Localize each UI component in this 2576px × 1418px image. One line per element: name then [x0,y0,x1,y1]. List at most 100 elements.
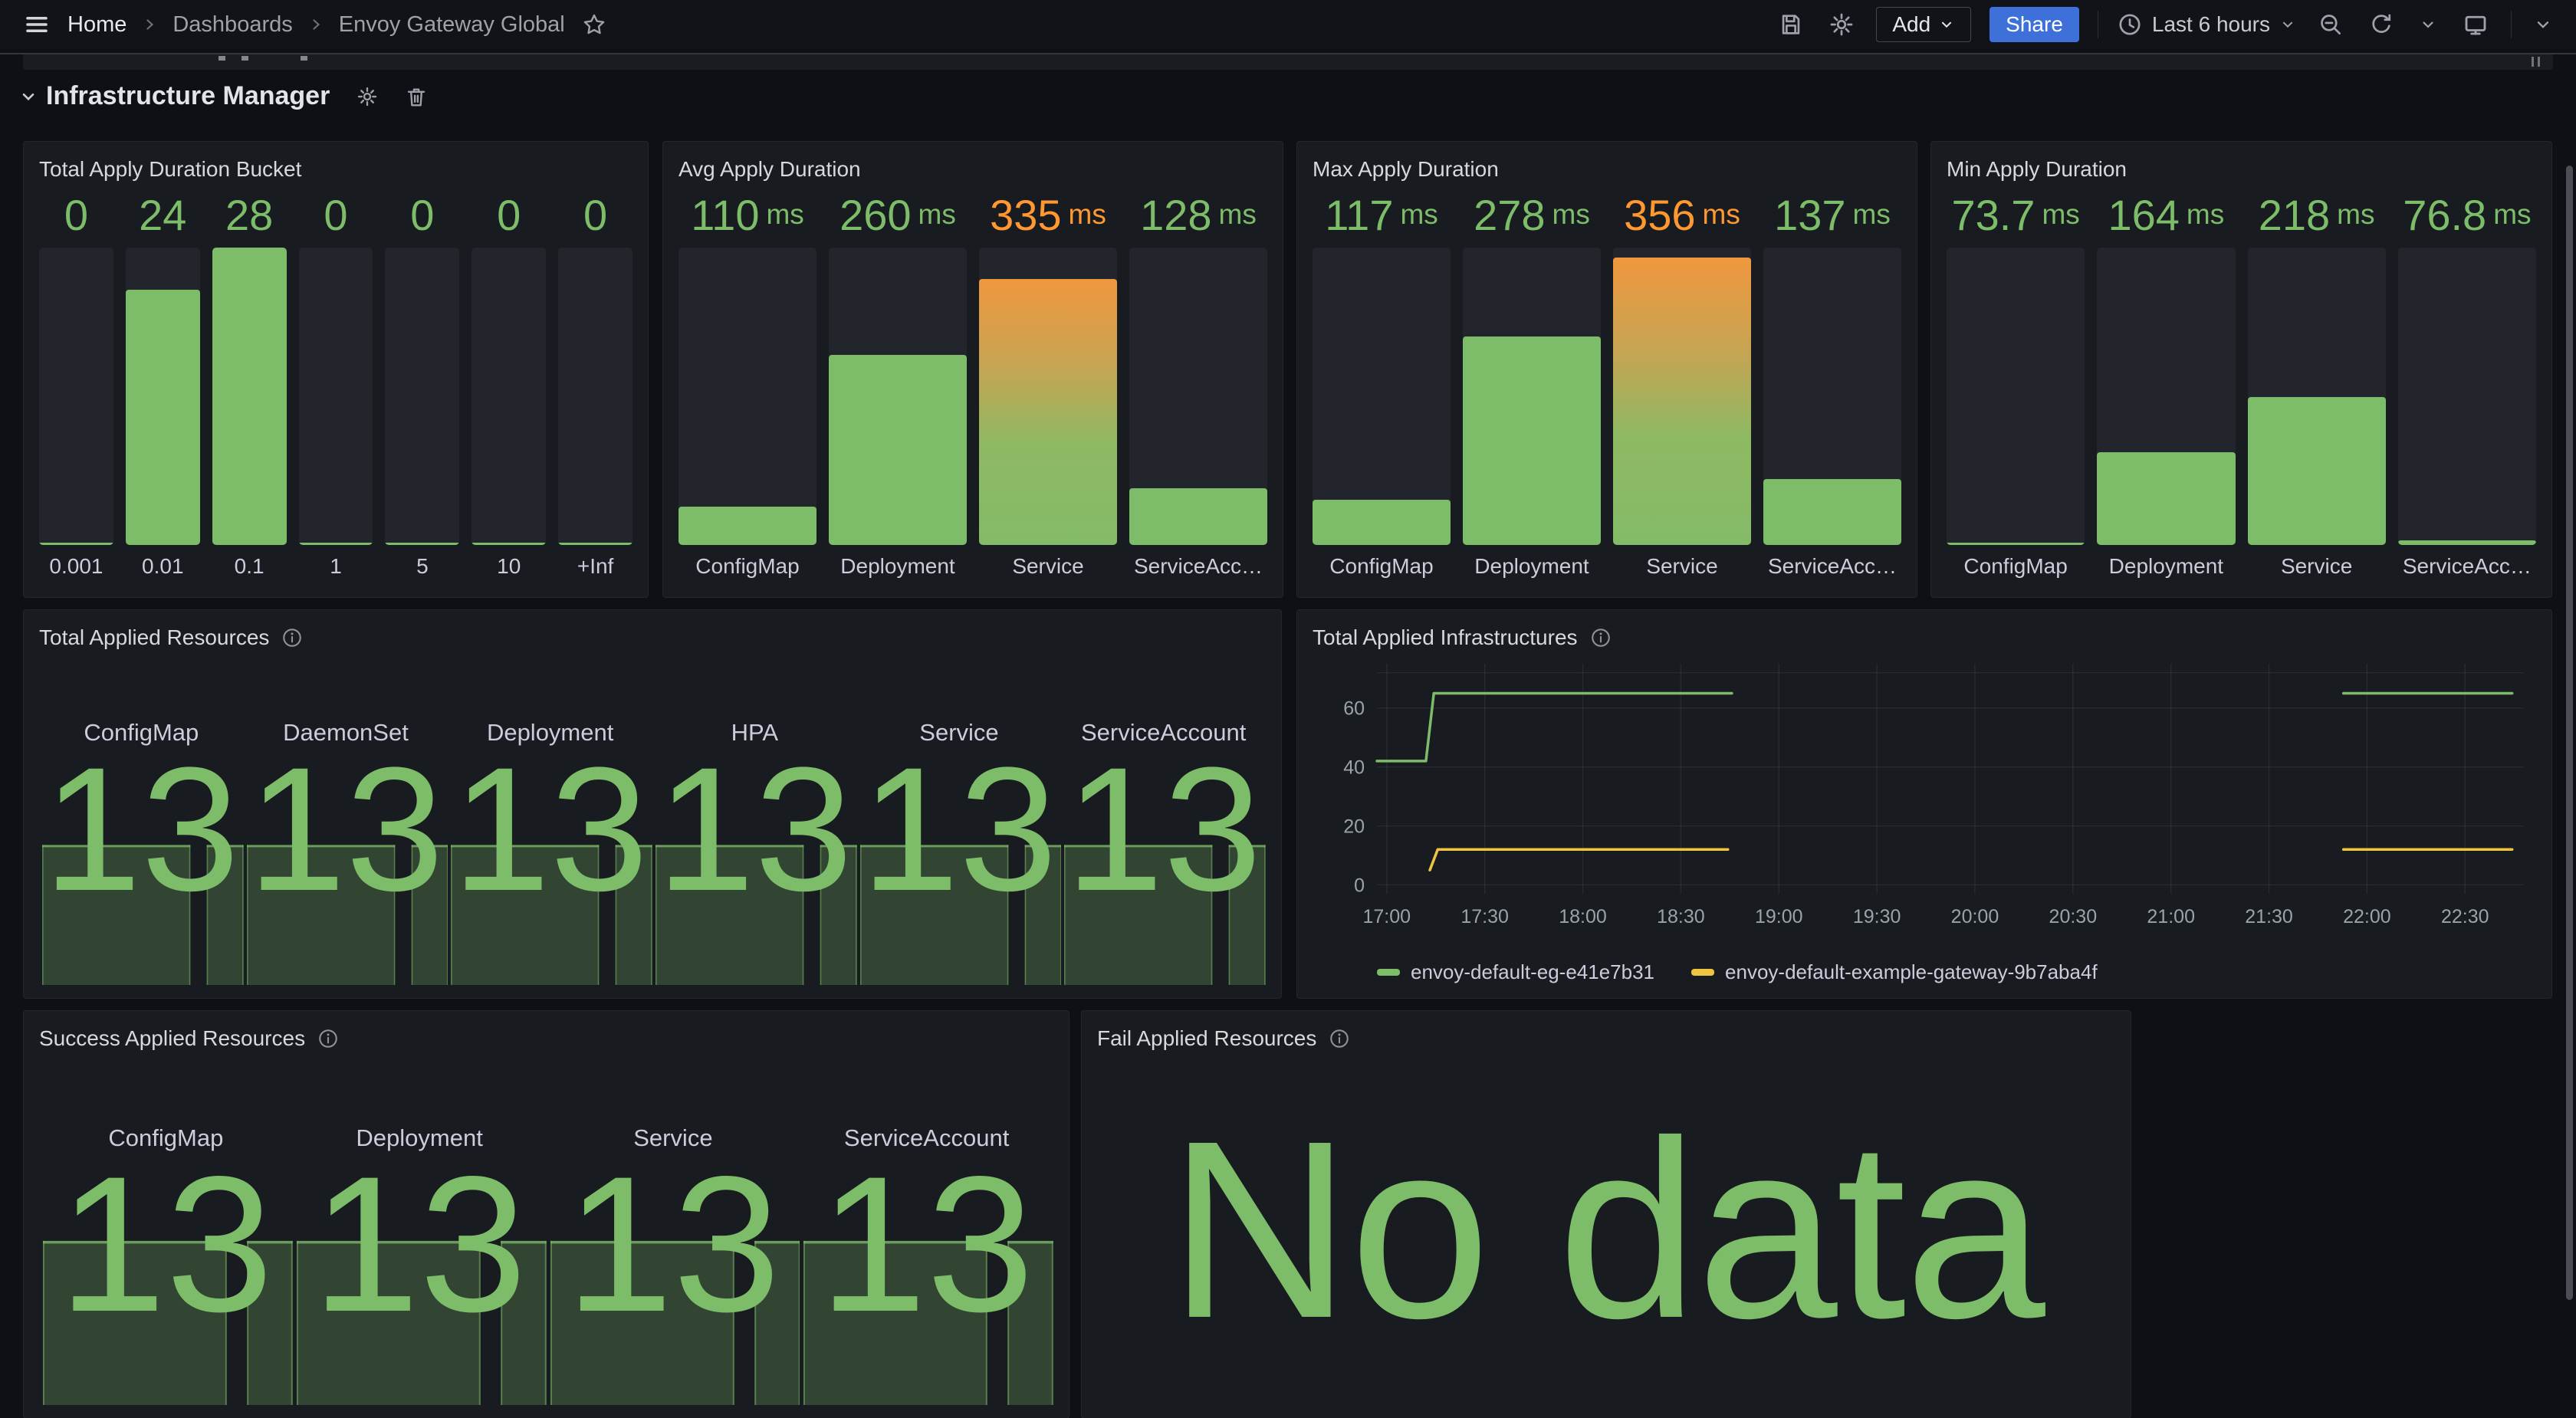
stat-cell: ServiceAccount13 [1061,653,1266,984]
stat-cell: ConfigMap13 [39,1054,293,1404]
kiosk-mode-monitor-icon[interactable] [2459,8,2492,41]
chevron-right-icon [307,15,325,34]
panel-title[interactable]: Success Applied Resources [39,1026,305,1051]
info-icon[interactable] [1329,1028,1350,1049]
time-range-picker[interactable]: Last 6 hours [2117,11,2296,38]
page-scrollbar-thumb[interactable] [2566,166,2573,1300]
bar-value-label: 137ms [1763,189,1901,240]
stat-value: 13 [656,757,853,902]
bar-fill [1313,500,1451,545]
bar-fill [678,507,816,545]
top-nav-bar: Home Dashboards Envoy Gateway Global Add… [0,0,2576,49]
x-axis-tick: 20:00 [1951,906,1999,927]
bar-value-label: 0 [39,189,113,240]
bar-gauge-column: 110msConfigMap [678,189,816,579]
panel-title[interactable]: Total Applied Resources [39,625,269,650]
bar-gauge-column: 128msServiceAcc… [1129,189,1267,579]
bar-fill [2248,397,2386,545]
refresh-icon[interactable] [2365,8,2397,41]
stat-cell: Service13 [547,1054,800,1404]
row-header-infrastructure-manager: Infrastructure Manager [18,81,431,111]
stat-title: HPA [731,719,778,747]
bar-value-label: 28 [212,189,287,240]
time-series-chart: 17:0017:3018:0018:3019:0019:3020:0020:30… [1313,653,2536,957]
bar-category-label: ConfigMap [1313,545,1451,579]
series-line [1430,849,1728,870]
row-delete-trash-icon[interactable] [402,82,431,111]
panel-title[interactable]: Min Apply Duration [1947,157,2127,182]
bar-value-label: 128ms [1129,189,1267,240]
info-icon[interactable] [281,627,303,648]
bar-category-label: Deployment [1463,545,1601,579]
bar-category-label: 1 [299,545,373,579]
bar-category-label: Service [1613,545,1751,579]
bar-value-label: 260ms [829,189,967,240]
bar-fill [1129,488,1267,545]
bar-fill [385,543,459,545]
panel-title[interactable]: Total Applied Infrastructures [1313,625,1578,650]
stat-value: 13 [452,757,649,902]
panel-min-apply-duration: Min Apply Duration 73.7msConfigMap164msD… [1930,141,2552,598]
bar-track [1763,248,1901,545]
row-settings-gear-icon[interactable] [353,82,382,111]
bar-value-unit: ms [1400,199,1438,231]
bar-gauge-column: 010 [472,189,546,579]
bar-track [1129,248,1267,545]
breadcrumb-current-dashboard[interactable]: Envoy Gateway Global [339,12,565,38]
stat-value: 13 [43,757,239,902]
info-icon[interactable] [1590,627,1612,648]
stat-cell: Service13 [857,653,1062,984]
bar-category-label: ServiceAcc… [2398,545,2536,579]
hamburger-menu-icon[interactable] [20,8,54,41]
legend-item[interactable]: envoy-default-example-gateway-9b7aba4f [1691,960,2098,984]
bar-track [212,248,287,545]
bar-value-unit: ms [2493,199,2531,231]
stat-title: ServiceAccount [1081,719,1246,747]
bar-value-label: 164ms [2097,189,2235,240]
save-dashboard-icon[interactable] [1775,8,1807,41]
legend-item[interactable]: envoy-default-eg-e41e7b31 [1377,960,1654,984]
x-axis-tick: 21:30 [2245,906,2293,927]
bar-category-label: +Inf [558,545,632,579]
row-title: Infrastructure Manager [46,81,330,111]
bar-gauge-column: 05 [385,189,459,579]
panel-title[interactable]: Avg Apply Duration [678,157,861,182]
panel-avg-apply-duration: Avg Apply Duration 110msConfigMap260msDe… [662,141,1283,598]
bar-value-label: 218ms [2248,189,2386,240]
time-range-label: Last 6 hours [2152,12,2270,37]
stat-title: ConfigMap [84,719,199,747]
panel-title[interactable]: Total Apply Duration Bucket [39,157,301,182]
bar-gauge-column: 356msService [1613,189,1751,579]
bar-value-unit: ms [1853,199,1891,231]
panel-title[interactable]: Fail Applied Resources [1097,1026,1316,1051]
toolbar-overflow-chevron-icon[interactable] [2530,11,2556,38]
breadcrumb-dashboards[interactable]: Dashboards [172,12,292,38]
stat-title: Deployment [356,1124,482,1152]
series-line [1377,694,1732,761]
bar-fill [212,248,287,545]
bar-category-label: 10 [472,545,546,579]
zoom-out-time-icon[interactable] [2315,8,2347,41]
panel-title[interactable]: Max Apply Duration [1313,157,1499,182]
breadcrumb-home[interactable]: Home [67,12,127,38]
panel-total-applied-infrastructures: Total Applied Infrastructures 17:0017:30… [1296,609,2552,999]
refresh-interval-chevron-icon[interactable] [2416,12,2440,37]
stat-cell: Deployment13 [448,653,652,984]
stat-title: ConfigMap [108,1124,223,1152]
add-button[interactable]: Add [1876,7,1971,42]
cut-off-tick [242,56,248,61]
bar-value-unit: ms [2042,199,2079,231]
share-button[interactable]: Share [1990,7,2079,42]
bar-fill [1463,336,1601,545]
bar-gauge: 110msConfigMap260msDeployment335msServic… [678,185,1267,579]
bar-category-label: ServiceAcc… [1763,545,1901,579]
favorite-star-icon[interactable] [579,9,610,40]
row-toggle[interactable]: Infrastructure Manager [18,81,330,111]
bar-gauge-column: 335msService [979,189,1117,579]
info-icon[interactable] [317,1028,339,1049]
chart-legend: envoy-default-eg-e41e7b31 envoy-default-e… [1377,960,2536,984]
dashboard-settings-gear-icon[interactable] [1825,8,1858,41]
no-data-message: No data [1097,1054,2115,1404]
bar-value-unit: ms [2337,199,2374,231]
panel-resize-handle[interactable] [2532,57,2540,67]
